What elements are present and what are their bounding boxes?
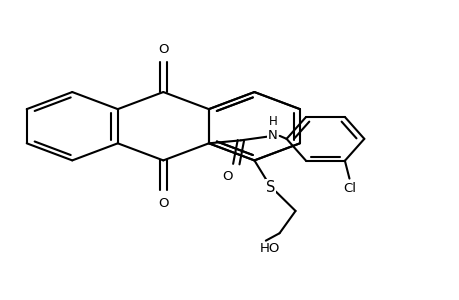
Text: H: H [268,116,277,128]
Text: O: O [158,43,168,56]
Text: Cl: Cl [342,182,355,195]
Text: HO: HO [260,242,280,255]
Text: O: O [158,197,168,210]
Text: S: S [265,180,274,195]
Text: O: O [221,170,232,183]
Text: N: N [268,129,277,142]
